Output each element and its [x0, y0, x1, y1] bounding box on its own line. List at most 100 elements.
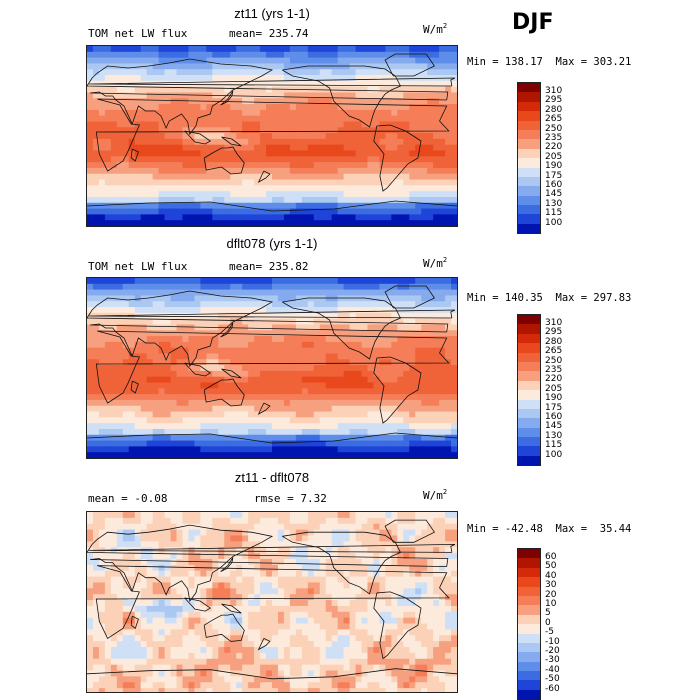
map-cell [289, 283, 297, 291]
map-cell [230, 156, 237, 163]
map-cell [122, 517, 130, 525]
map-cell [433, 576, 440, 584]
map-cell [391, 150, 398, 157]
map-cell [289, 133, 297, 140]
map-cell [254, 553, 261, 560]
map-cell [433, 179, 440, 186]
map-cell [266, 324, 273, 331]
map-cell [134, 318, 142, 326]
map-cell [254, 440, 261, 447]
map-cell [421, 133, 428, 140]
map-cell [409, 376, 416, 384]
map-cell [451, 278, 457, 285]
map-cell [266, 307, 273, 314]
map-cell [373, 517, 381, 525]
map-cell [176, 423, 184, 430]
map-cell [122, 529, 130, 537]
map-cell [206, 411, 213, 418]
map-cell [301, 365, 309, 372]
map-cell [248, 92, 255, 99]
map-cell [146, 214, 154, 221]
map-cell [122, 353, 130, 360]
map-cell [224, 553, 231, 560]
map-cell [194, 558, 201, 566]
map-cell [367, 423, 375, 430]
map-cell [98, 564, 106, 572]
map-cell [266, 156, 273, 163]
map-cell [313, 98, 321, 105]
map-cell [355, 594, 363, 601]
map-cell [289, 278, 297, 285]
map-cell [146, 541, 154, 548]
map-cell [385, 452, 392, 458]
map-cell [409, 144, 416, 152]
map-cell [409, 452, 416, 458]
map-cell [140, 365, 148, 372]
map-cell [397, 115, 404, 123]
map-cell [194, 173, 201, 181]
map-cell [319, 336, 327, 343]
map-cell [427, 115, 434, 123]
map-cell [277, 283, 285, 291]
map-cell [272, 121, 279, 128]
map-cell [313, 289, 321, 297]
map-cell [212, 570, 219, 578]
map-cell [146, 51, 154, 59]
map-cell [104, 69, 112, 76]
map-cell [397, 452, 404, 458]
map-cell [301, 370, 309, 378]
map-cell [349, 376, 357, 384]
map-cell [254, 220, 261, 226]
map-cell [272, 115, 279, 123]
map-cell [104, 411, 112, 418]
map-cell [445, 278, 452, 285]
map-cell [164, 347, 172, 355]
map-cell [331, 365, 339, 372]
map-cell [134, 440, 142, 447]
map-cell [116, 336, 124, 343]
map-cell [283, 588, 291, 595]
map-cell [92, 588, 100, 595]
map-cell [415, 104, 422, 111]
map-cell [176, 179, 184, 186]
map-cell [403, 307, 410, 314]
map-cell [391, 347, 398, 355]
map-cell [188, 541, 196, 548]
colorbar-cell [518, 195, 540, 206]
map-cell [266, 115, 273, 123]
map-cell [230, 594, 237, 601]
map-cell [409, 341, 416, 349]
map-cell [212, 121, 219, 128]
map-cell [260, 541, 267, 548]
map-cell [218, 115, 225, 123]
map-cell [164, 115, 172, 123]
map-cell [212, 144, 219, 152]
map-cell [200, 144, 207, 152]
map-cell [92, 289, 100, 297]
map-cell [295, 301, 303, 308]
map-cell [254, 517, 261, 525]
map-cell [272, 156, 279, 163]
map-cell [421, 69, 428, 76]
map-cell [206, 547, 213, 554]
map-cell [158, 173, 166, 181]
map-cell [427, 283, 434, 291]
map-cell [343, 600, 351, 607]
map-cell [224, 576, 231, 584]
map-cell [248, 452, 255, 458]
map-cell [158, 370, 166, 378]
map-cell [212, 517, 219, 525]
map-cell [403, 156, 410, 163]
map-cell [182, 185, 190, 192]
map-cell [176, 86, 184, 94]
map-cell [403, 138, 410, 146]
map-cell [260, 517, 267, 525]
map-cell [128, 405, 136, 413]
map-cell [355, 535, 363, 542]
map-cell [146, 318, 154, 326]
map-cell [343, 51, 351, 59]
map-cell [260, 330, 267, 337]
map-cell [230, 405, 237, 413]
map-cell [122, 121, 130, 128]
map-cell [301, 359, 309, 366]
